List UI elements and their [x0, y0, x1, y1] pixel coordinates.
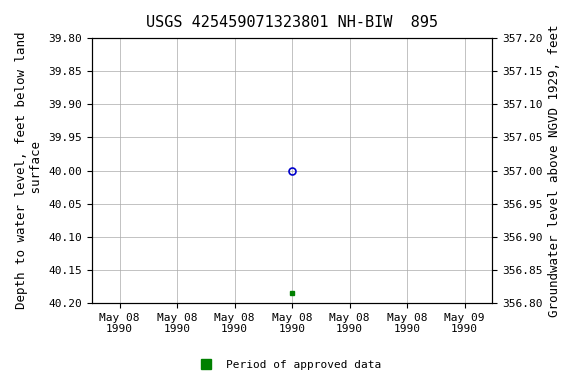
Y-axis label: Groundwater level above NGVD 1929, feet: Groundwater level above NGVD 1929, feet: [548, 24, 561, 317]
Title: USGS 425459071323801 NH-BIW  895: USGS 425459071323801 NH-BIW 895: [146, 15, 438, 30]
Legend: Period of approved data: Period of approved data: [191, 356, 385, 375]
Y-axis label: Depth to water level, feet below land
 surface: Depth to water level, feet below land su…: [15, 32, 43, 310]
